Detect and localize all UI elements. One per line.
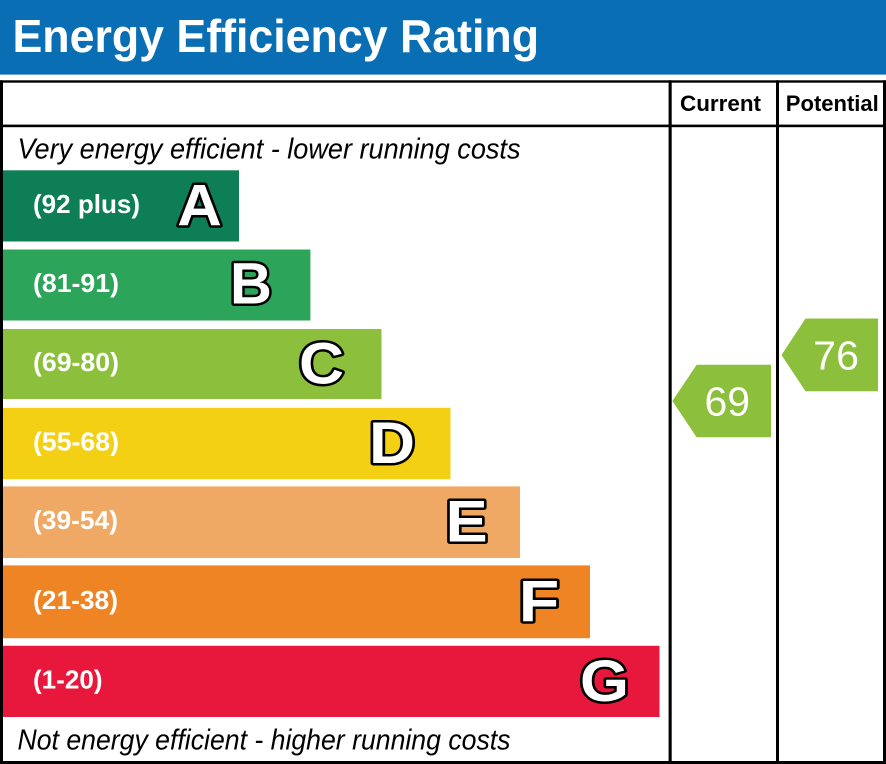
svg-text:Current: Current — [680, 91, 762, 116]
svg-text:Energy Efficiency Rating: Energy Efficiency Rating — [13, 10, 540, 62]
svg-text:D: D — [369, 411, 415, 476]
svg-text:Very energy efficient - lower: Very energy efficient - lower running co… — [18, 133, 521, 165]
svg-text:(39-54): (39-54) — [33, 505, 118, 535]
svg-text:(92 plus): (92 plus) — [33, 189, 140, 219]
svg-text:76: 76 — [813, 332, 859, 378]
svg-text:C: C — [299, 332, 344, 397]
svg-text:69: 69 — [704, 379, 750, 425]
svg-text:E: E — [446, 490, 488, 555]
svg-text:F: F — [519, 569, 560, 634]
svg-text:Not energy efficient - higher: Not energy efficient - higher running co… — [18, 725, 511, 757]
svg-text:(81-91): (81-91) — [33, 268, 119, 298]
svg-text:(21-38): (21-38) — [33, 585, 118, 615]
svg-text:(1-20): (1-20) — [33, 664, 103, 694]
svg-text:B: B — [230, 252, 272, 317]
svg-text:A: A — [177, 173, 222, 238]
svg-text:Potential: Potential — [786, 91, 879, 116]
svg-text:G: G — [580, 649, 629, 714]
svg-text:(69-80): (69-80) — [33, 347, 119, 377]
svg-text:(55-68): (55-68) — [33, 427, 119, 457]
